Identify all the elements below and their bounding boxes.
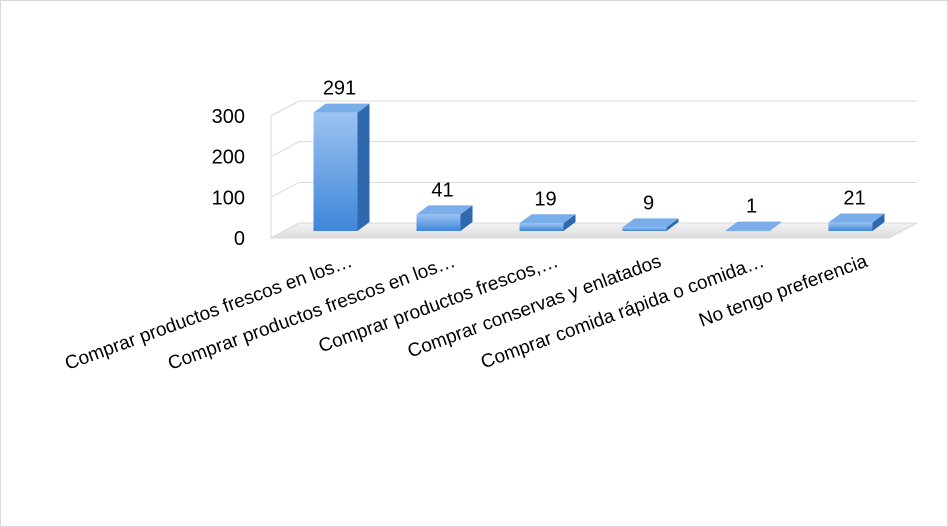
bar-front: [416, 214, 461, 231]
bar-side: [460, 205, 473, 231]
bar: [828, 213, 885, 231]
bar: [622, 218, 679, 231]
y-tick-label: 100: [212, 187, 245, 209]
bar-top: [622, 218, 679, 228]
data-label: 41: [431, 179, 453, 201]
bars: [313, 103, 885, 232]
data-label: 19: [534, 188, 556, 210]
bar-top: [828, 213, 885, 223]
category-labels: Comprar productos frescos en los…Comprar…: [62, 251, 870, 375]
data-label: 9: [643, 192, 654, 214]
data-label: 291: [323, 78, 356, 100]
category-label: No tengo preferencia: [696, 251, 870, 332]
bar-front: [725, 230, 770, 232]
bar-side: [563, 214, 576, 231]
bar-front: [622, 227, 667, 231]
bar-top: [313, 103, 370, 113]
bar-top: [416, 205, 473, 215]
bar-front: [519, 223, 564, 231]
bar-front: [828, 222, 873, 231]
bar: [313, 103, 370, 231]
bar: [416, 205, 473, 231]
data-labels: 291 41 19 9 1 21: [323, 78, 866, 218]
bar-top: [519, 214, 576, 224]
bar-side: [666, 218, 679, 231]
bar-side: [769, 221, 782, 231]
bar-top: [725, 221, 782, 231]
data-label: 1: [746, 196, 757, 218]
y-tick-label: 200: [212, 147, 245, 169]
bar-front: [313, 112, 358, 231]
chart-floor: [270, 222, 918, 239]
gridline: [270, 141, 917, 158]
y-axis: 0 100 200 300: [212, 106, 272, 250]
gridline: [270, 181, 917, 198]
y-tick-label: 300: [212, 106, 245, 128]
bar-side: [357, 103, 370, 231]
bar-side: [872, 213, 885, 231]
data-label: 21: [843, 187, 865, 209]
bar: [725, 221, 782, 232]
gridline: [270, 100, 917, 117]
bar: [519, 214, 576, 231]
y-tick-label: 0: [234, 228, 245, 250]
